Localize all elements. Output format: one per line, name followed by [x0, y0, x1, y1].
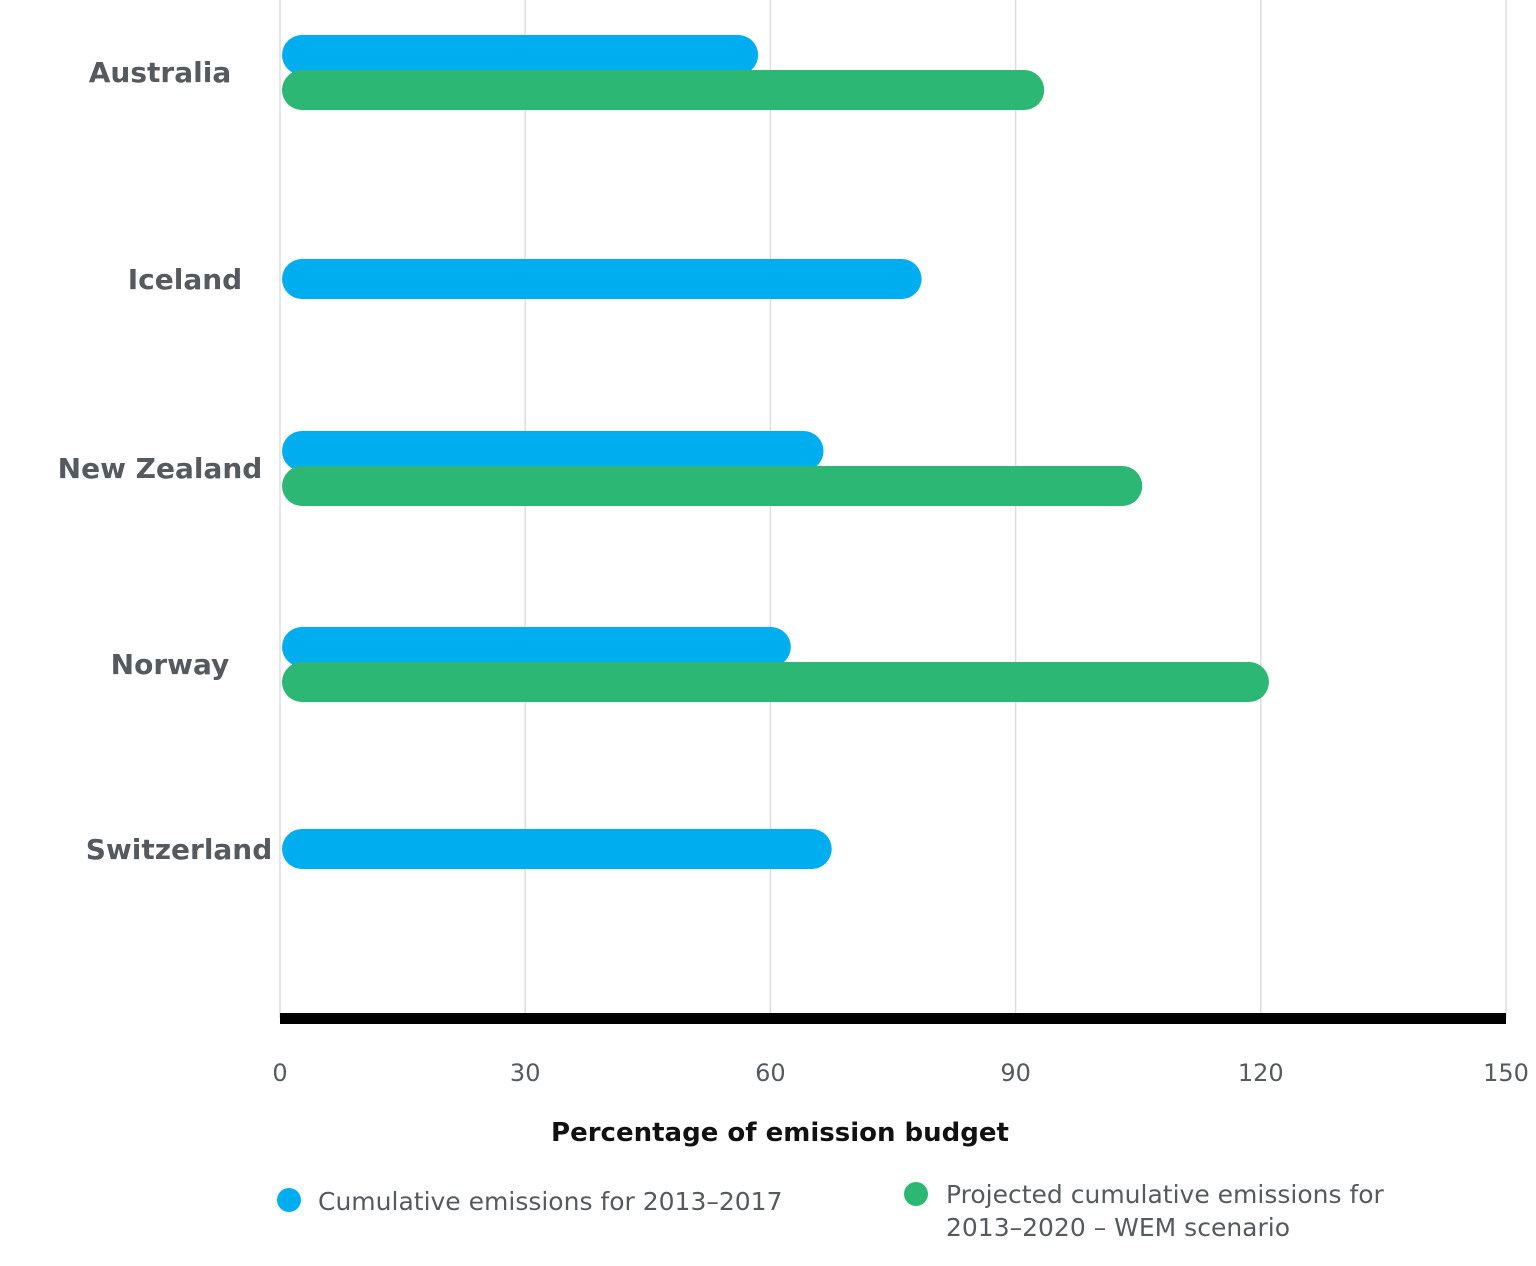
category-label: New Zealand [58, 452, 263, 485]
x-axis-line [280, 1013, 1506, 1024]
legend-marker [904, 1182, 928, 1206]
category-labels: Australia Iceland New Zealand Norway Switzer… [58, 56, 273, 866]
x-axis: 0 30 60 90 120 150 [272, 1013, 1529, 1087]
x-tick-label: 30 [510, 1059, 541, 1087]
x-axis-title: Percentage of emission budget [551, 1118, 1009, 1148]
bar-norway-series-2 [282, 662, 1269, 702]
legend: Cumulative emissions for 2013–2017 Projec… [277, 1180, 1385, 1242]
legend-label: 2013–2020 – WEM scenario [946, 1213, 1290, 1242]
bar-new-zealand-series-1 [282, 431, 824, 471]
category-label: Iceland [128, 263, 242, 296]
category-label: Switzerland [86, 833, 273, 866]
x-tick-label: 60 [755, 1059, 786, 1087]
bar-switzerland-series-1 [282, 829, 832, 869]
bars [282, 35, 1269, 869]
bar-iceland-series-1 [282, 259, 922, 299]
legend-label: Cumulative emissions for 2013–2017 [318, 1187, 783, 1216]
bar-norway-series-1 [282, 627, 791, 667]
category-label: Australia [89, 56, 231, 89]
x-tick-label: 120 [1238, 1059, 1284, 1087]
bar-new-zealand-series-2 [282, 466, 1143, 506]
legend-marker [277, 1188, 301, 1212]
x-tick-label: 90 [1000, 1059, 1031, 1087]
x-tick-label: 0 [272, 1059, 287, 1087]
bar-australia-series-2 [282, 70, 1045, 110]
bar-australia-series-1 [282, 35, 759, 75]
legend-label: Projected cumulative emissions for [946, 1180, 1385, 1209]
gridlines [279, 0, 1507, 1018]
x-tick-label: 150 [1483, 1059, 1529, 1087]
category-label: Norway [111, 648, 230, 681]
